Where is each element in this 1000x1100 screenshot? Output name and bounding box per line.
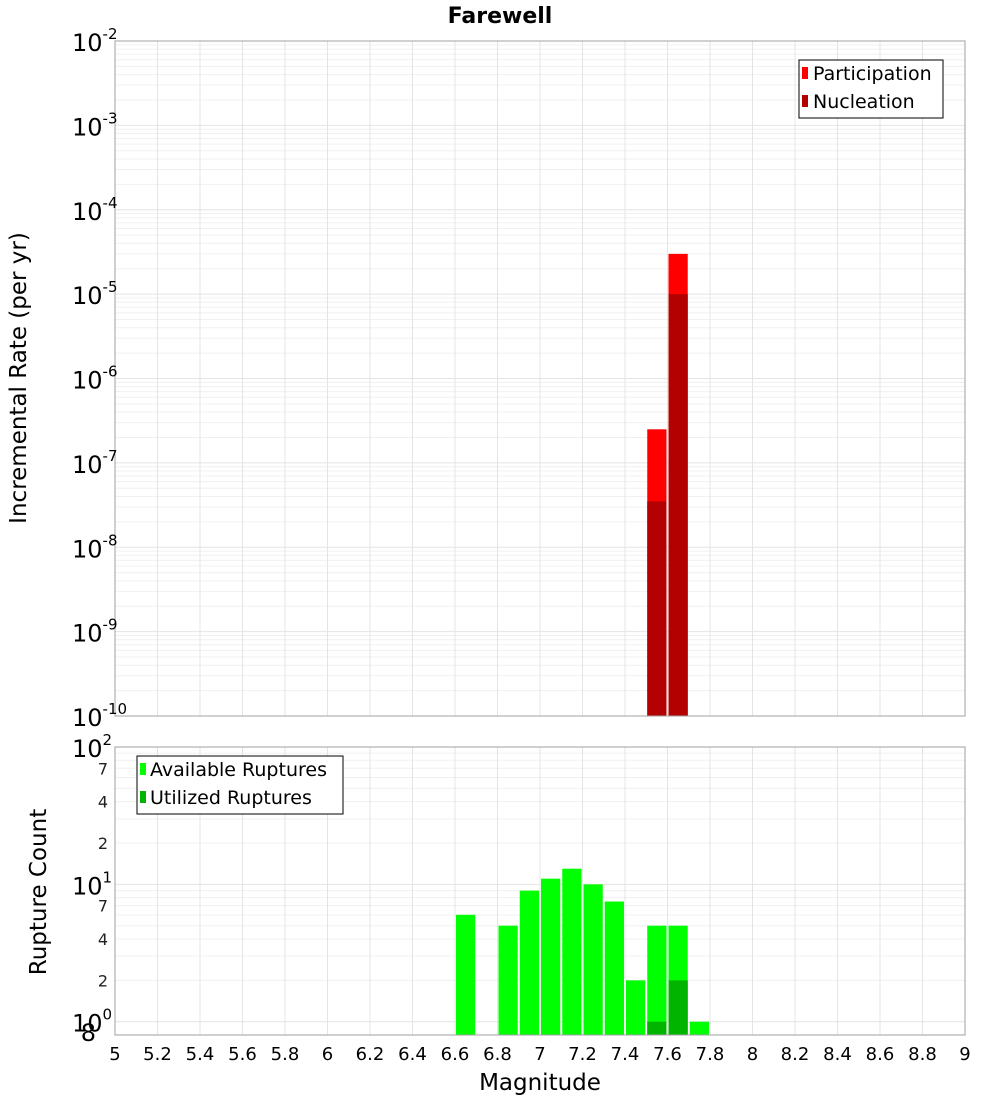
x-tick-label: 8.8 — [908, 1044, 937, 1065]
bottom-legend: Available Ruptures Utilized Ruptures — [136, 755, 344, 815]
bottom-y-tick-label-major: 102 — [72, 731, 112, 763]
legend-swatch-available — [140, 763, 146, 775]
top-y-tick-label: 10-8 — [72, 531, 118, 563]
chart-title: Farewell — [448, 4, 553, 29]
x-tick-label: 8 — [747, 1044, 758, 1065]
bar-available-ruptures-7.15 — [562, 868, 582, 1035]
top-grid — [114, 40, 966, 717]
top-y-tick-label: 10-6 — [72, 363, 118, 395]
bottom-y-tick-label-major: 101 — [72, 868, 112, 900]
x-tick-label: 5 — [109, 1044, 120, 1065]
x-tick-labels: 5 5.2 5.4 5.6 5.8 6 6.2 6.4 6.6 6.8 7 7.2 7.4 7.6 7.8 8… — [109, 1044, 970, 1065]
top-y-tick-label: 10-5 — [72, 278, 118, 310]
legend-label-available: Available Ruptures — [150, 759, 327, 781]
bar-available-ruptures-7.45 — [626, 980, 646, 1035]
legend-label-participation: Participation — [813, 63, 932, 85]
x-tick-label: 7.2 — [568, 1044, 597, 1065]
bottom-y-tick-label-minor: 2 — [98, 834, 108, 853]
bottom-y-tick-label-minor: 2 — [98, 971, 108, 990]
top-y-tick-label: 10-3 — [72, 109, 118, 141]
x-tick-label: 7.6 — [653, 1044, 682, 1065]
top-plot-border — [114, 40, 966, 717]
top-legend: Participation Nucleation — [798, 59, 944, 119]
bar-available-ruptures-7.35 — [604, 901, 624, 1035]
bottom-y-tick-label-minor: 4 — [98, 930, 108, 949]
bar-nucleation-7.65 — [668, 294, 688, 716]
bottom-y-tick-label-minor: 4 — [98, 793, 108, 812]
top-y-tick-label: 10-4 — [72, 194, 118, 226]
bar-available-ruptures-6.65 — [456, 914, 476, 1035]
x-tick-label: 7 — [534, 1044, 545, 1065]
x-tick-label: 8.2 — [781, 1044, 810, 1065]
bar-available-ruptures-7.25 — [583, 884, 603, 1035]
top-y-tick-label: 10-10 — [72, 700, 127, 732]
x-tick-label: 5.8 — [271, 1044, 300, 1065]
top-y-tick-label: 10-9 — [72, 616, 118, 648]
x-tick-label: 5.4 — [186, 1044, 215, 1065]
x-tick-label: 7.8 — [696, 1044, 725, 1065]
x-tick-label: 6.6 — [441, 1044, 470, 1065]
x-tick-label: 8.6 — [866, 1044, 895, 1065]
x-tick-label: 8.4 — [823, 1044, 852, 1065]
x-tick-label: 9 — [959, 1044, 970, 1065]
bar-available-ruptures-7.05 — [541, 878, 561, 1035]
legend-label-nucleation: Nucleation — [813, 91, 915, 113]
x-tick-label: 6.8 — [483, 1044, 512, 1065]
x-tick-label: 5.2 — [143, 1044, 172, 1065]
bar-available-ruptures-7.55 — [647, 925, 667, 1035]
bar-nucleation-7.55 — [647, 501, 667, 716]
legend-swatch-participation — [802, 67, 808, 79]
x-tick-label: 6 — [322, 1044, 333, 1065]
bottom-y-axis-label: Rupture Count — [26, 809, 52, 975]
bottom-y-tick-labels: 100 101 102 8 2 4 7 2 4 7 — [72, 731, 112, 1047]
bottom-y-tick-label-major: 100 — [72, 1006, 112, 1038]
legend-swatch-nucleation — [802, 95, 808, 107]
top-bars — [647, 253, 688, 716]
x-axis-label: Magnitude — [479, 1070, 601, 1096]
bar-available-ruptures-7.75 — [689, 1021, 709, 1035]
bar-available-ruptures-6.95 — [519, 890, 539, 1035]
legend-swatch-utilized — [140, 791, 146, 803]
top-y-tick-labels: 10-10 10-9 10-8 10-7 10-6 10-5 10-4 10-3 10-2 — [72, 25, 127, 732]
bottom-y-tick-label-minor: 8 — [81, 1019, 96, 1047]
bar-available-ruptures-6.85 — [498, 925, 518, 1035]
top-y-tick-label: 10-7 — [72, 447, 118, 479]
x-tick-label: 5.6 — [228, 1044, 257, 1065]
x-tick-label: 6.2 — [356, 1044, 385, 1065]
bar-utilized-ruptures-7.65 — [668, 980, 688, 1035]
x-tick-label: 6.4 — [398, 1044, 427, 1065]
bottom-y-tick-label-minor: 7 — [98, 759, 108, 778]
top-y-axis-label: Incremental Rate (per yr) — [6, 232, 32, 524]
bottom-plot-border — [114, 746, 966, 1036]
legend-label-utilized: Utilized Ruptures — [150, 787, 312, 809]
bottom-y-tick-label-minor: 7 — [98, 897, 108, 916]
top-y-tick-label: 10-2 — [72, 25, 118, 57]
bottom-bars — [456, 868, 709, 1035]
x-tick-label: 7.4 — [611, 1044, 640, 1065]
bar-utilized-ruptures-7.55 — [647, 1021, 667, 1035]
